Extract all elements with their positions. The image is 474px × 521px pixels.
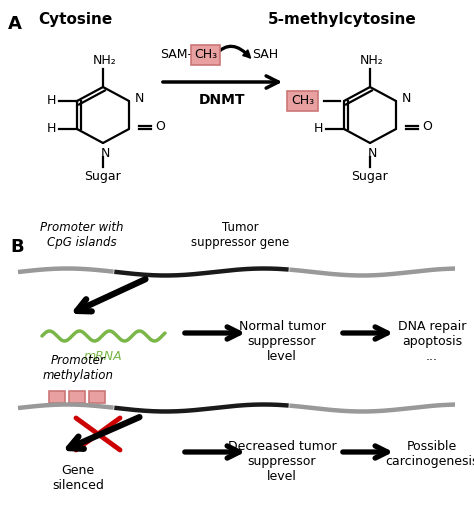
Text: H: H <box>46 122 56 135</box>
Text: O: O <box>422 120 432 133</box>
Text: 5-methylcytosine: 5-methylcytosine <box>268 12 417 27</box>
FancyBboxPatch shape <box>49 391 65 403</box>
Text: NH₂: NH₂ <box>93 54 117 67</box>
Text: Gene
silenced: Gene silenced <box>52 464 104 492</box>
Text: CH₃: CH₃ <box>291 94 314 107</box>
Text: mRNA: mRNA <box>84 350 122 363</box>
FancyArrowPatch shape <box>211 45 250 60</box>
Text: N: N <box>100 147 109 160</box>
Text: DNMT: DNMT <box>199 93 245 107</box>
Text: B: B <box>10 238 24 256</box>
FancyBboxPatch shape <box>89 391 105 403</box>
Text: O: O <box>155 120 165 133</box>
Text: DNA repair
apoptosis
...: DNA repair apoptosis ... <box>398 320 466 363</box>
Text: Decreased tumor
suppressor
level: Decreased tumor suppressor level <box>228 440 337 483</box>
Text: NH₂: NH₂ <box>360 54 384 67</box>
Text: Tumor
suppressor gene: Tumor suppressor gene <box>191 221 289 249</box>
Text: H: H <box>314 122 323 135</box>
FancyBboxPatch shape <box>69 391 85 403</box>
Text: Promoter with
CpG islands: Promoter with CpG islands <box>40 221 124 249</box>
Text: H: H <box>46 94 56 107</box>
Text: Cytosine: Cytosine <box>38 12 112 27</box>
Text: Promoter
methylation: Promoter methylation <box>43 354 113 382</box>
Text: CH₃: CH₃ <box>194 48 217 61</box>
Text: SAH: SAH <box>252 48 278 61</box>
Text: A: A <box>8 15 22 33</box>
Text: Sugar: Sugar <box>85 170 121 183</box>
Text: SAM-: SAM- <box>160 48 192 61</box>
Text: N: N <box>402 93 411 105</box>
Text: Possible
carcinogenesis: Possible carcinogenesis <box>385 440 474 468</box>
Text: N: N <box>367 147 377 160</box>
Text: Normal tumor
suppressor
level: Normal tumor suppressor level <box>238 320 326 363</box>
Text: N: N <box>135 93 145 105</box>
Text: Sugar: Sugar <box>352 170 388 183</box>
